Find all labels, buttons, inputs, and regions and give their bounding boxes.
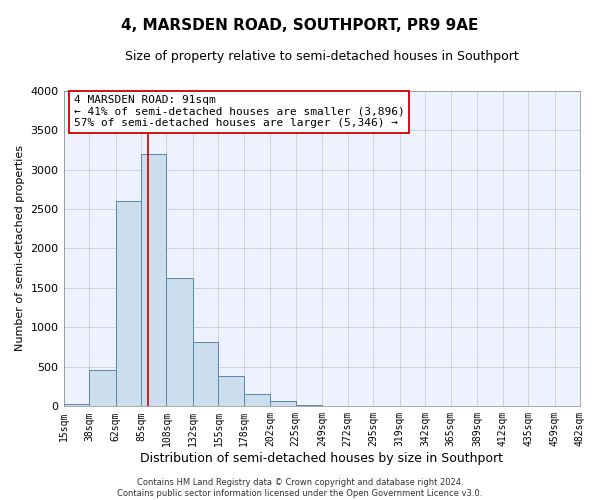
Y-axis label: Number of semi-detached properties: Number of semi-detached properties [15, 146, 25, 352]
Title: Size of property relative to semi-detached houses in Southport: Size of property relative to semi-detach… [125, 50, 518, 63]
Bar [296, 405, 322, 406]
Bar [244, 394, 271, 406]
Bar [64, 404, 89, 406]
Text: 4, MARSDEN ROAD, SOUTHPORT, PR9 9AE: 4, MARSDEN ROAD, SOUTHPORT, PR9 9AE [121, 18, 479, 32]
Bar [141, 154, 166, 406]
Bar [116, 201, 141, 406]
Bar [193, 342, 218, 406]
Bar [218, 376, 244, 406]
X-axis label: Distribution of semi-detached houses by size in Southport: Distribution of semi-detached houses by … [140, 452, 503, 465]
Text: 4 MARSDEN ROAD: 91sqm
← 41% of semi-detached houses are smaller (3,896)
57% of s: 4 MARSDEN ROAD: 91sqm ← 41% of semi-deta… [74, 96, 404, 128]
Text: Contains HM Land Registry data © Crown copyright and database right 2024.
Contai: Contains HM Land Registry data © Crown c… [118, 478, 482, 498]
Bar [166, 278, 193, 406]
Bar [89, 370, 116, 406]
Bar [271, 401, 296, 406]
